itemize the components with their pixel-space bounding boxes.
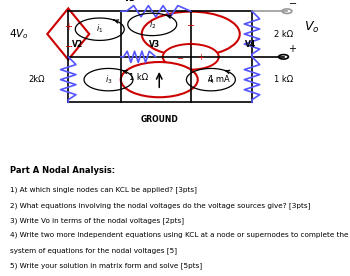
- Text: $-$: $-$: [176, 52, 184, 61]
- Text: $-$: $-$: [288, 0, 297, 7]
- Text: 2) What equations involving the nodal voltages do the voltage sources give? [3pt: 2) What equations involving the nodal vo…: [10, 202, 311, 209]
- Text: 3) Write Vo in terms of the nodal voltages [2pts]: 3) Write Vo in terms of the nodal voltag…: [10, 217, 184, 224]
- Text: V2: V2: [72, 40, 83, 49]
- Text: $-$: $-$: [64, 40, 73, 50]
- Text: $+$: $+$: [197, 52, 205, 62]
- Text: $4V_o$: $4V_o$: [9, 27, 29, 41]
- Text: $i_1$: $i_1$: [96, 23, 104, 35]
- Text: $+$: $+$: [288, 43, 297, 54]
- Circle shape: [121, 62, 198, 97]
- Text: 1 kΩ: 1 kΩ: [129, 73, 148, 82]
- Text: 1 kΩ: 1 kΩ: [274, 75, 293, 84]
- Polygon shape: [47, 8, 89, 60]
- Text: $-$: $-$: [186, 19, 195, 30]
- Text: 1) At which single nodes can KCL be applied? [3pts]: 1) At which single nodes can KCL be appl…: [10, 187, 197, 193]
- Text: $i_2$: $i_2$: [148, 18, 156, 31]
- Circle shape: [163, 44, 219, 70]
- Text: $+$: $+$: [186, 38, 195, 49]
- Text: GROUND: GROUND: [140, 115, 178, 124]
- Text: $i_4$: $i_4$: [207, 73, 215, 86]
- Text: 2 kΩ: 2 kΩ: [274, 30, 293, 39]
- Text: 2kΩ: 2kΩ: [28, 75, 45, 84]
- Circle shape: [142, 12, 240, 56]
- Text: V3: V3: [149, 40, 160, 49]
- Text: 4 mA: 4 mA: [208, 75, 230, 84]
- Text: $i_3$: $i_3$: [105, 73, 112, 86]
- Text: $+$: $+$: [64, 20, 73, 31]
- Text: system of equations for the nodal voltages [5]: system of equations for the nodal voltag…: [10, 247, 177, 254]
- Text: $V_o$: $V_o$: [304, 20, 320, 35]
- Text: Part A Nodal Analysis:: Part A Nodal Analysis:: [10, 166, 116, 175]
- Text: 4) Write two more independent equations using KCL at a node or supernodes to com: 4) Write two more independent equations …: [10, 232, 349, 238]
- Text: V1: V1: [124, 0, 135, 3]
- Text: 5) Write your solution in matrix form and solve [5pts]: 5) Write your solution in matrix form an…: [10, 262, 203, 269]
- Text: V4: V4: [245, 40, 256, 49]
